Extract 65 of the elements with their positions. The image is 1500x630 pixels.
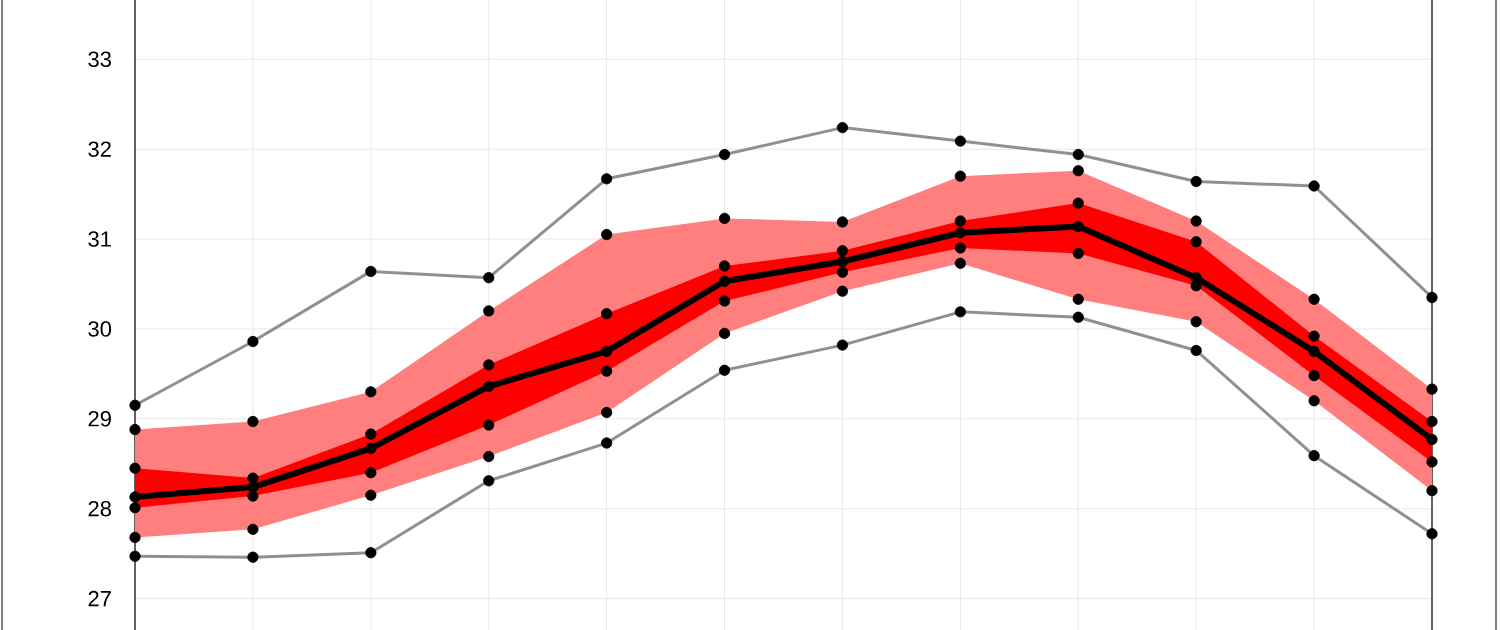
point	[247, 523, 259, 535]
point	[601, 308, 613, 320]
point	[483, 305, 495, 317]
point	[718, 260, 731, 272]
point	[1426, 433, 1438, 446]
point	[129, 502, 141, 514]
point	[718, 327, 731, 340]
y-tick-label: 29	[88, 411, 111, 427]
point	[1426, 456, 1438, 468]
point	[1308, 293, 1320, 305]
point	[1308, 395, 1320, 407]
point	[1426, 415, 1438, 428]
point	[129, 491, 141, 503]
point	[836, 255, 849, 268]
y-tick-label: 28	[88, 500, 111, 517]
point	[247, 481, 259, 493]
point	[1426, 485, 1438, 497]
point	[129, 462, 141, 474]
y-tick-label: 30	[88, 321, 112, 337]
point	[483, 450, 495, 463]
point	[1072, 293, 1084, 305]
point	[718, 295, 731, 307]
point	[836, 266, 849, 278]
point	[1190, 236, 1202, 248]
point	[1072, 220, 1084, 233]
point	[1072, 247, 1084, 260]
point	[1190, 316, 1202, 328]
point	[601, 345, 613, 357]
point	[954, 257, 966, 269]
y-tick-label: 33	[88, 51, 111, 68]
point	[954, 170, 966, 182]
point	[1072, 165, 1084, 177]
point	[601, 406, 613, 419]
point	[129, 423, 141, 436]
point	[247, 472, 259, 484]
point	[365, 467, 377, 479]
point	[954, 227, 966, 239]
point	[836, 285, 849, 297]
point	[601, 365, 613, 377]
point	[954, 215, 966, 227]
y-tick-label: 31	[88, 231, 111, 247]
point	[836, 216, 849, 228]
point	[247, 415, 259, 428]
point	[1308, 370, 1320, 382]
point	[365, 489, 377, 501]
point	[1190, 215, 1202, 227]
point	[1426, 383, 1438, 395]
point	[1308, 345, 1320, 357]
point	[836, 245, 849, 257]
point	[483, 359, 495, 371]
y-tick-label: 32	[88, 141, 111, 157]
point	[1072, 197, 1084, 209]
y-tick-label: 27	[88, 590, 111, 607]
point	[1308, 330, 1320, 342]
point	[954, 242, 966, 254]
point	[365, 442, 377, 455]
point	[129, 531, 141, 544]
point	[718, 275, 731, 287]
point	[247, 490, 259, 502]
point	[365, 386, 377, 398]
point	[483, 419, 495, 431]
point	[483, 380, 495, 393]
point	[601, 228, 613, 241]
point	[718, 212, 731, 224]
point	[365, 428, 377, 440]
